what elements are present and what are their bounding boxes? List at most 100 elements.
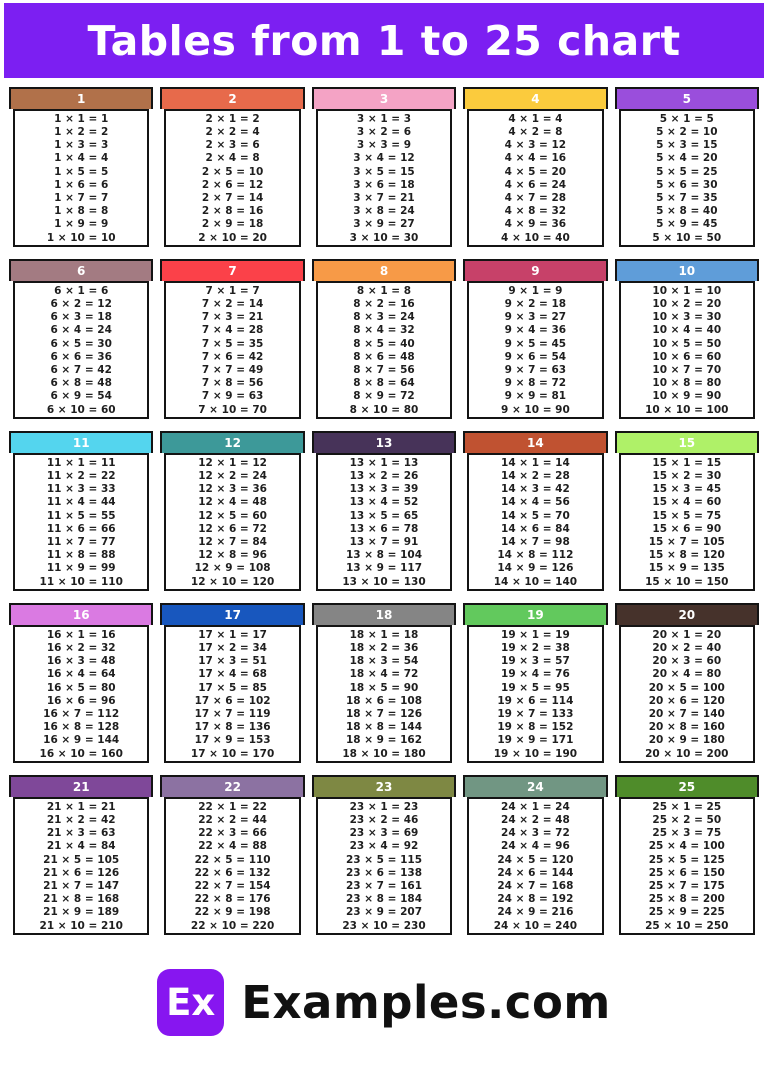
multiplication-fact: 2 × 4 = 8	[205, 152, 260, 165]
multiplication-fact: 10 × 6 = 60	[652, 350, 722, 363]
table-number-header: 11	[9, 431, 154, 453]
multiplication-fact: 8 × 1 = 8	[356, 284, 412, 297]
multiplication-fact: 23 × 5 = 115	[345, 853, 423, 866]
table-number-header: 24	[463, 775, 608, 797]
table-body: 11 × 1 = 11 11 × 2 = 22 11 × 3 = 33 11 × 4 …	[13, 453, 150, 591]
table-number-header: 14	[463, 431, 608, 453]
multiplication-fact: 16 × 4 = 64	[46, 668, 116, 681]
multiplication-fact: 11 × 3 = 33	[46, 483, 116, 496]
multiplication-fact: 13 × 10 = 130	[342, 575, 426, 588]
multiplication-fact: 2 × 1 = 2	[205, 112, 260, 125]
multiplication-fact: 25 × 4 = 100	[648, 840, 725, 853]
page-title: Tables from 1 to 25 chart	[87, 16, 681, 65]
multiplication-fact: 18 × 7 = 126	[345, 708, 423, 721]
multiplication-fact: 11 × 4 = 44	[46, 496, 116, 509]
multiplication-fact: 10 × 2 = 20	[652, 297, 722, 310]
multiplication-fact: 2 × 2 = 4	[205, 125, 260, 138]
multiplication-fact: 9 × 7 = 63	[504, 364, 567, 377]
multiplication-fact: 6 × 9 = 54	[50, 390, 112, 403]
multiplication-fact: 17 × 9 = 153	[194, 734, 271, 747]
multiplication-fact: 17 × 7 = 119	[194, 708, 271, 721]
multiplication-fact: 18 × 5 = 90	[349, 681, 419, 694]
multiplication-fact: 12 × 7 = 84	[198, 536, 267, 549]
multiplication-fact: 16 × 6 = 96	[46, 694, 116, 707]
multiplication-fact: 19 × 8 = 152	[497, 721, 574, 734]
multiplication-fact: 13 × 3 = 39	[349, 483, 419, 496]
table-body: 18 × 1 = 18 18 × 2 = 36 18 × 3 = 54 18 × 4 …	[315, 625, 453, 763]
multiplication-fact: 23 × 7 = 161	[345, 880, 423, 893]
multiplication-table-card-18: 18 18 × 1 = 18 18 × 2 = 36 18 × 3 = 54 18 × …	[311, 603, 457, 763]
multiplication-fact: 5 × 9 = 45	[656, 218, 718, 231]
multiplication-fact: 9 × 2 = 18	[504, 297, 567, 310]
table-body: 19 × 1 = 19 19 × 2 = 38 19 × 3 = 57 19 × 4 …	[467, 625, 604, 763]
multiplication-fact: 24 × 2 = 48	[501, 813, 570, 826]
multiplication-fact: 2 × 10 = 20	[198, 231, 267, 244]
table-number-header: 15	[614, 431, 759, 453]
table-number-header: 6	[9, 259, 154, 281]
multiplication-fact: 3 × 8 = 24	[353, 205, 415, 218]
multiplication-fact: 10 × 9 = 90	[652, 390, 722, 403]
multiplication-fact: 3 × 6 = 18	[353, 178, 415, 191]
multiplication-fact: 22 × 8 = 176	[194, 893, 271, 906]
table-number-header: 3	[311, 87, 457, 109]
multiplication-fact: 23 × 4 = 92	[349, 840, 419, 853]
multiplication-fact: 21 × 5 = 105	[43, 853, 120, 866]
multiplication-fact: 3 × 2 = 6	[356, 125, 412, 138]
multiplication-fact: 6 × 8 = 48	[50, 377, 112, 390]
multiplication-fact: 20 × 10 = 200	[645, 747, 729, 760]
multiplication-fact: 20 × 6 = 120	[648, 694, 725, 707]
multiplication-fact: 6 × 1 = 6	[54, 284, 109, 297]
multiplication-fact: 11 × 1 = 11	[46, 456, 116, 469]
multiplication-fact: 13 × 7 = 91	[349, 536, 419, 549]
multiplication-fact: 3 × 10 = 30	[349, 231, 419, 244]
multiplication-fact: 5 × 6 = 30	[656, 178, 718, 191]
multiplication-fact: 8 × 7 = 56	[353, 364, 415, 377]
multiplication-fact: 22 × 6 = 132	[194, 866, 271, 879]
multiplication-fact: 23 × 3 = 69	[349, 827, 419, 840]
multiplication-fact: 22 × 1 = 22	[198, 800, 267, 813]
title-banner: Tables from 1 to 25 chart	[4, 3, 764, 78]
multiplication-fact: 25 × 10 = 250	[645, 919, 729, 932]
multiplication-fact: 25 × 9 = 225	[648, 906, 725, 919]
multiplication-fact: 23 × 2 = 46	[349, 813, 419, 826]
multiplication-fact: 1 × 5 = 5	[54, 165, 109, 178]
multiplication-fact: 5 × 8 = 40	[656, 205, 718, 218]
multiplication-fact: 15 × 5 = 75	[652, 509, 722, 522]
multiplication-fact: 21 × 4 = 84	[46, 840, 116, 853]
multiplication-fact: 8 × 8 = 64	[353, 377, 415, 390]
multiplication-fact: 13 × 8 = 104	[345, 549, 423, 562]
multiplication-fact: 5 × 2 = 10	[656, 125, 718, 138]
multiplication-fact: 11 × 8 = 88	[46, 549, 116, 562]
multiplication-fact: 22 × 2 = 44	[198, 813, 267, 826]
multiplication-fact: 7 × 10 = 70	[198, 403, 267, 416]
multiplication-fact: 5 × 3 = 15	[656, 139, 718, 152]
multiplication-fact: 14 × 10 = 140	[493, 575, 578, 588]
multiplication-fact: 15 × 10 = 150	[645, 575, 729, 588]
multiplication-fact: 5 × 4 = 20	[656, 152, 718, 165]
multiplication-fact: 8 × 5 = 40	[353, 337, 415, 350]
multiplication-table-card-12: 12 12 × 1 = 12 12 × 2 = 24 12 × 3 = 36 12 × …	[160, 431, 305, 591]
multiplication-fact: 19 × 4 = 76	[501, 668, 570, 681]
multiplication-fact: 10 × 1 = 10	[652, 284, 722, 297]
multiplication-fact: 17 × 8 = 136	[194, 721, 271, 734]
multiplication-fact: 7 × 3 = 21	[201, 311, 264, 324]
table-body: 10 × 1 = 10 10 × 2 = 20 10 × 3 = 30 10 × 4 …	[618, 281, 755, 419]
multiplication-fact: 2 × 9 = 18	[201, 218, 264, 231]
multiplication-fact: 20 × 1 = 20	[652, 628, 722, 641]
multiplication-fact: 15 × 3 = 45	[652, 483, 722, 496]
table-number-header: 19	[463, 603, 608, 625]
multiplication-table-card-19: 19 19 × 1 = 19 19 × 2 = 38 19 × 3 = 57 19 × …	[463, 603, 608, 763]
multiplication-fact: 3 × 9 = 27	[353, 218, 415, 231]
multiplication-fact: 16 × 9 = 144	[43, 734, 120, 747]
multiplication-fact: 21 × 10 = 210	[39, 919, 123, 932]
multiplication-fact: 14 × 3 = 42	[501, 483, 570, 496]
multiplication-fact: 7 × 1 = 7	[205, 284, 260, 297]
multiplication-fact: 17 × 5 = 85	[198, 681, 267, 694]
multiplication-fact: 11 × 5 = 55	[46, 509, 116, 522]
multiplication-fact: 1 × 10 = 10	[46, 231, 116, 244]
multiplication-fact: 19 × 6 = 114	[497, 694, 574, 707]
multiplication-fact: 25 × 3 = 75	[652, 827, 722, 840]
